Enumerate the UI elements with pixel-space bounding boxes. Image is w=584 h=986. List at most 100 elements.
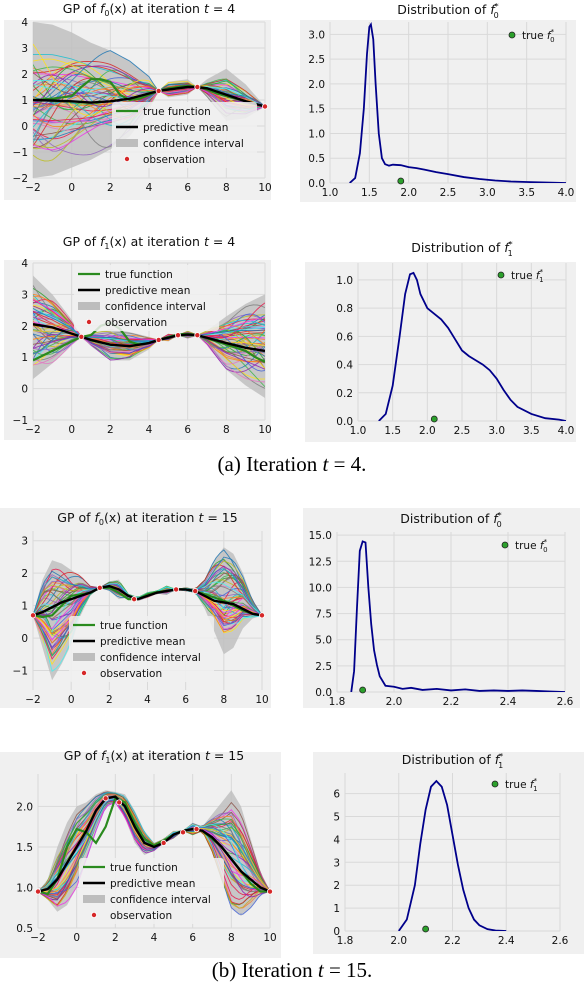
y-tick-label: 0: [21, 633, 28, 645]
x-tick-label: 6: [182, 694, 189, 706]
legend-box: [74, 265, 219, 331]
chart-panel-2: −2 0 2 4 6 8 10 −1 0 1 2 3 4 GP of f1(x) at iteration…: [4, 234, 272, 440]
posterior-sample-line: [33, 334, 265, 370]
legend-label-true-value: true f* 0: [522, 28, 555, 44]
legend-swatch-observation: [124, 155, 131, 162]
y-tick-label: 3.0: [308, 29, 325, 41]
x-tick-label: 10: [255, 694, 268, 706]
observation-point: [29, 612, 36, 619]
y-tick-label: 6: [333, 789, 340, 801]
y-tick-label: −1: [13, 415, 28, 427]
plot-area: [38, 790, 270, 916]
x-tick-label: 2.5: [440, 187, 457, 199]
density-line: [398, 779, 507, 931]
y-tick-label: 2: [333, 880, 340, 892]
posterior-sample-line: [33, 307, 265, 342]
observation-point: [194, 332, 201, 339]
panel-background: [313, 752, 584, 954]
y-tick-label: 2.0: [308, 79, 325, 91]
y-tick-label: 1: [21, 601, 28, 613]
y-tick-label: 0.5: [308, 153, 325, 165]
observation-point: [116, 799, 123, 806]
y-tick-label: 3: [21, 43, 28, 55]
x-tick-label: 1.8: [329, 696, 346, 708]
legend-label-confidence-interval: confidence interval: [105, 301, 206, 313]
x-tick-label: 6: [184, 182, 191, 194]
y-tick-label: −2: [13, 173, 28, 185]
y-tick-label: 5: [333, 812, 340, 824]
y-tick-label: 0.2: [336, 388, 353, 400]
legend-swatch-confidence-interval: [78, 302, 100, 310]
legend-label-confidence-interval: confidence interval: [100, 652, 201, 664]
x-tick-label: 3.5: [518, 187, 535, 199]
posterior-sample-line: [33, 72, 265, 107]
y-tick-label: 0.0: [315, 687, 332, 699]
y-tick-label: 0.6: [336, 331, 353, 343]
y-tick-label: 4: [333, 834, 340, 846]
true-function-line: [33, 586, 262, 619]
observation-point: [131, 596, 138, 603]
legend-swatch-true-value: [508, 31, 516, 39]
y-tick-label: 3: [21, 289, 28, 301]
true-value-marker: [397, 177, 405, 185]
chart-panel-1: 1.0 1.5 2.0 2.5 3.0 3.5 4.0 0.0 0.5 1.0 1.5 2.0 2.5 3…: [300, 2, 576, 202]
x-tick-label: 2.0: [419, 425, 436, 437]
y-tick-label: 5.0: [315, 635, 332, 647]
legend-0: true function predictive mean confidence i…: [112, 102, 257, 168]
chart-panel-3: 1.0 1.5 2.0 2.5 3.0 3.5 4.0 0.0 0.2 0.4 0.6 0.8 1.0 D…: [305, 240, 576, 442]
posterior-sample-line: [33, 43, 265, 116]
observation-point: [194, 84, 201, 91]
x-tick-label: 10: [263, 932, 276, 944]
y-tick-label: 2.5: [315, 661, 332, 673]
observation-point: [78, 333, 85, 340]
x-tick-label: 2: [106, 694, 113, 706]
x-tick-label: 3.0: [479, 187, 496, 199]
y-tick-label: 0.0: [336, 416, 353, 428]
legend-swatch-confidence-interval: [83, 895, 105, 903]
legend-swatch-true-value: [501, 541, 509, 549]
caption-a-rest: = 4.: [328, 452, 367, 476]
legend-4: true function predictive mean confidence i…: [69, 616, 214, 682]
density-line: [378, 271, 566, 421]
legend-swatch-true-value: [491, 780, 499, 788]
x-tick-label: 1.0: [322, 187, 339, 199]
caption-b-var: t: [317, 958, 324, 982]
y-tick-label: 0.4: [336, 360, 353, 372]
x-tick-label: 3.5: [523, 425, 540, 437]
y-tick-label: 4: [21, 258, 28, 270]
legend-swatch-confidence-interval: [73, 653, 95, 661]
legend-swatch-confidence-interval: [116, 139, 138, 147]
caption-a-prefix: (a) Iteration: [217, 452, 323, 476]
posterior-sample-line: [33, 86, 265, 111]
dist-legend-5: true f* 0: [501, 538, 548, 554]
y-tick-label: 2: [21, 568, 28, 580]
y-tick-label: −1: [13, 147, 28, 159]
legend-label-confidence-interval: confidence interval: [110, 894, 211, 906]
x-tick-label: 4.0: [558, 425, 575, 437]
x-tick-label: 6: [189, 932, 196, 944]
y-tick-label: 7.5: [315, 609, 332, 621]
x-tick-label: 2: [112, 932, 119, 944]
x-tick-label: 4: [146, 424, 153, 436]
caption-b-rest: = 15.: [323, 958, 373, 982]
true-value-marker: [359, 686, 367, 694]
chart-panel-7: 1.8 2.0 2.2 2.4 2.6 0 1 2 3 4 5 6 Distribution of f*…: [313, 752, 584, 954]
y-tick-label: 1.5: [16, 842, 33, 854]
observation-point: [35, 888, 42, 895]
observation-point: [102, 795, 109, 802]
caption-a-var: t: [322, 452, 329, 476]
legend-label-true-value: true f* 1: [511, 268, 544, 284]
plot-area: [398, 779, 507, 931]
posterior-sample-line: [33, 66, 265, 107]
legend-label-true-function: true function: [105, 269, 173, 281]
x-tick-label: 0: [68, 694, 75, 706]
posterior-sample-line: [33, 72, 265, 107]
caption-b-prefix: (b) Iteration: [211, 958, 318, 982]
posterior-sample-line: [33, 334, 265, 363]
chart-title: GP of f1(x) at iteration t = 15: [64, 748, 244, 765]
observation-point: [179, 829, 186, 836]
plot-area: [378, 271, 566, 421]
observation-point: [160, 839, 167, 846]
x-tick-label: 2.6: [552, 935, 569, 947]
chart-title: Distribution of f* 1: [402, 752, 503, 770]
